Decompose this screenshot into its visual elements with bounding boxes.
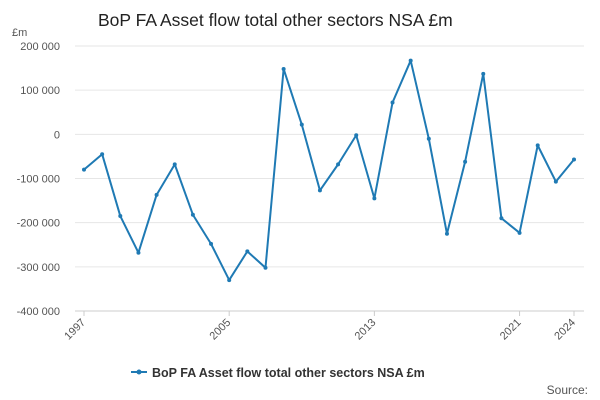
y-tick-label: 200 000 (20, 41, 60, 53)
x-axis-tick-labels: 1997 2005 2013 2021 2024 (62, 317, 578, 343)
data-point (172, 162, 177, 167)
y-axis-unit-label: £m (12, 27, 27, 39)
chart-title: BoP FA Asset flow total other sectors NS… (98, 10, 453, 30)
data-point (499, 216, 504, 221)
data-point (154, 192, 159, 197)
data-point (209, 241, 214, 246)
data-point (190, 212, 195, 217)
data-point (317, 188, 322, 193)
data-point (263, 265, 268, 270)
y-tick-label: 100 000 (20, 85, 60, 97)
x-tick-label: 2005 (208, 317, 234, 343)
data-point (299, 122, 304, 127)
y-tick-label: -400 000 (17, 306, 60, 318)
data-point (100, 152, 105, 157)
data-point (553, 179, 558, 184)
data-point (336, 162, 341, 167)
data-point (481, 71, 486, 76)
y-tick-label: 0 (54, 129, 60, 141)
data-point (118, 214, 123, 219)
legend[interactable]: BoP FA Asset flow total other sectors NS… (131, 366, 425, 380)
series-points (82, 58, 576, 283)
data-point (444, 231, 449, 236)
data-point (245, 249, 250, 254)
legend-label: BoP FA Asset flow total other sectors NS… (152, 366, 425, 380)
x-tick-label: 1997 (62, 317, 88, 343)
data-point (408, 58, 413, 63)
series-line (83, 59, 575, 282)
x-tick-label: 2013 (353, 317, 379, 343)
source-label: Source: (547, 383, 588, 397)
data-point (227, 278, 232, 283)
y-tick-label: -100 000 (17, 174, 60, 186)
y-tick-label: -300 000 (17, 262, 60, 274)
x-tick-label: 2024 (552, 317, 578, 343)
data-point (390, 100, 395, 105)
data-point (136, 250, 141, 255)
data-point (463, 159, 468, 164)
legend-marker-dot (136, 369, 142, 375)
data-point (517, 230, 522, 235)
data-point (535, 143, 540, 148)
series-line-group (83, 59, 575, 282)
data-point (281, 66, 286, 71)
gridlines (75, 45, 584, 268)
data-point (354, 133, 359, 138)
y-tick-label: -200 000 (17, 218, 60, 230)
y-axis-tick-labels: 200 000 100 000 0 -100 000 -200 000 -300 000 -… (17, 41, 60, 318)
data-point (572, 157, 576, 162)
x-axis (75, 310, 584, 316)
x-tick-label: 2021 (498, 317, 524, 343)
data-point (372, 196, 377, 201)
data-point (82, 167, 86, 172)
data-point (426, 136, 431, 141)
